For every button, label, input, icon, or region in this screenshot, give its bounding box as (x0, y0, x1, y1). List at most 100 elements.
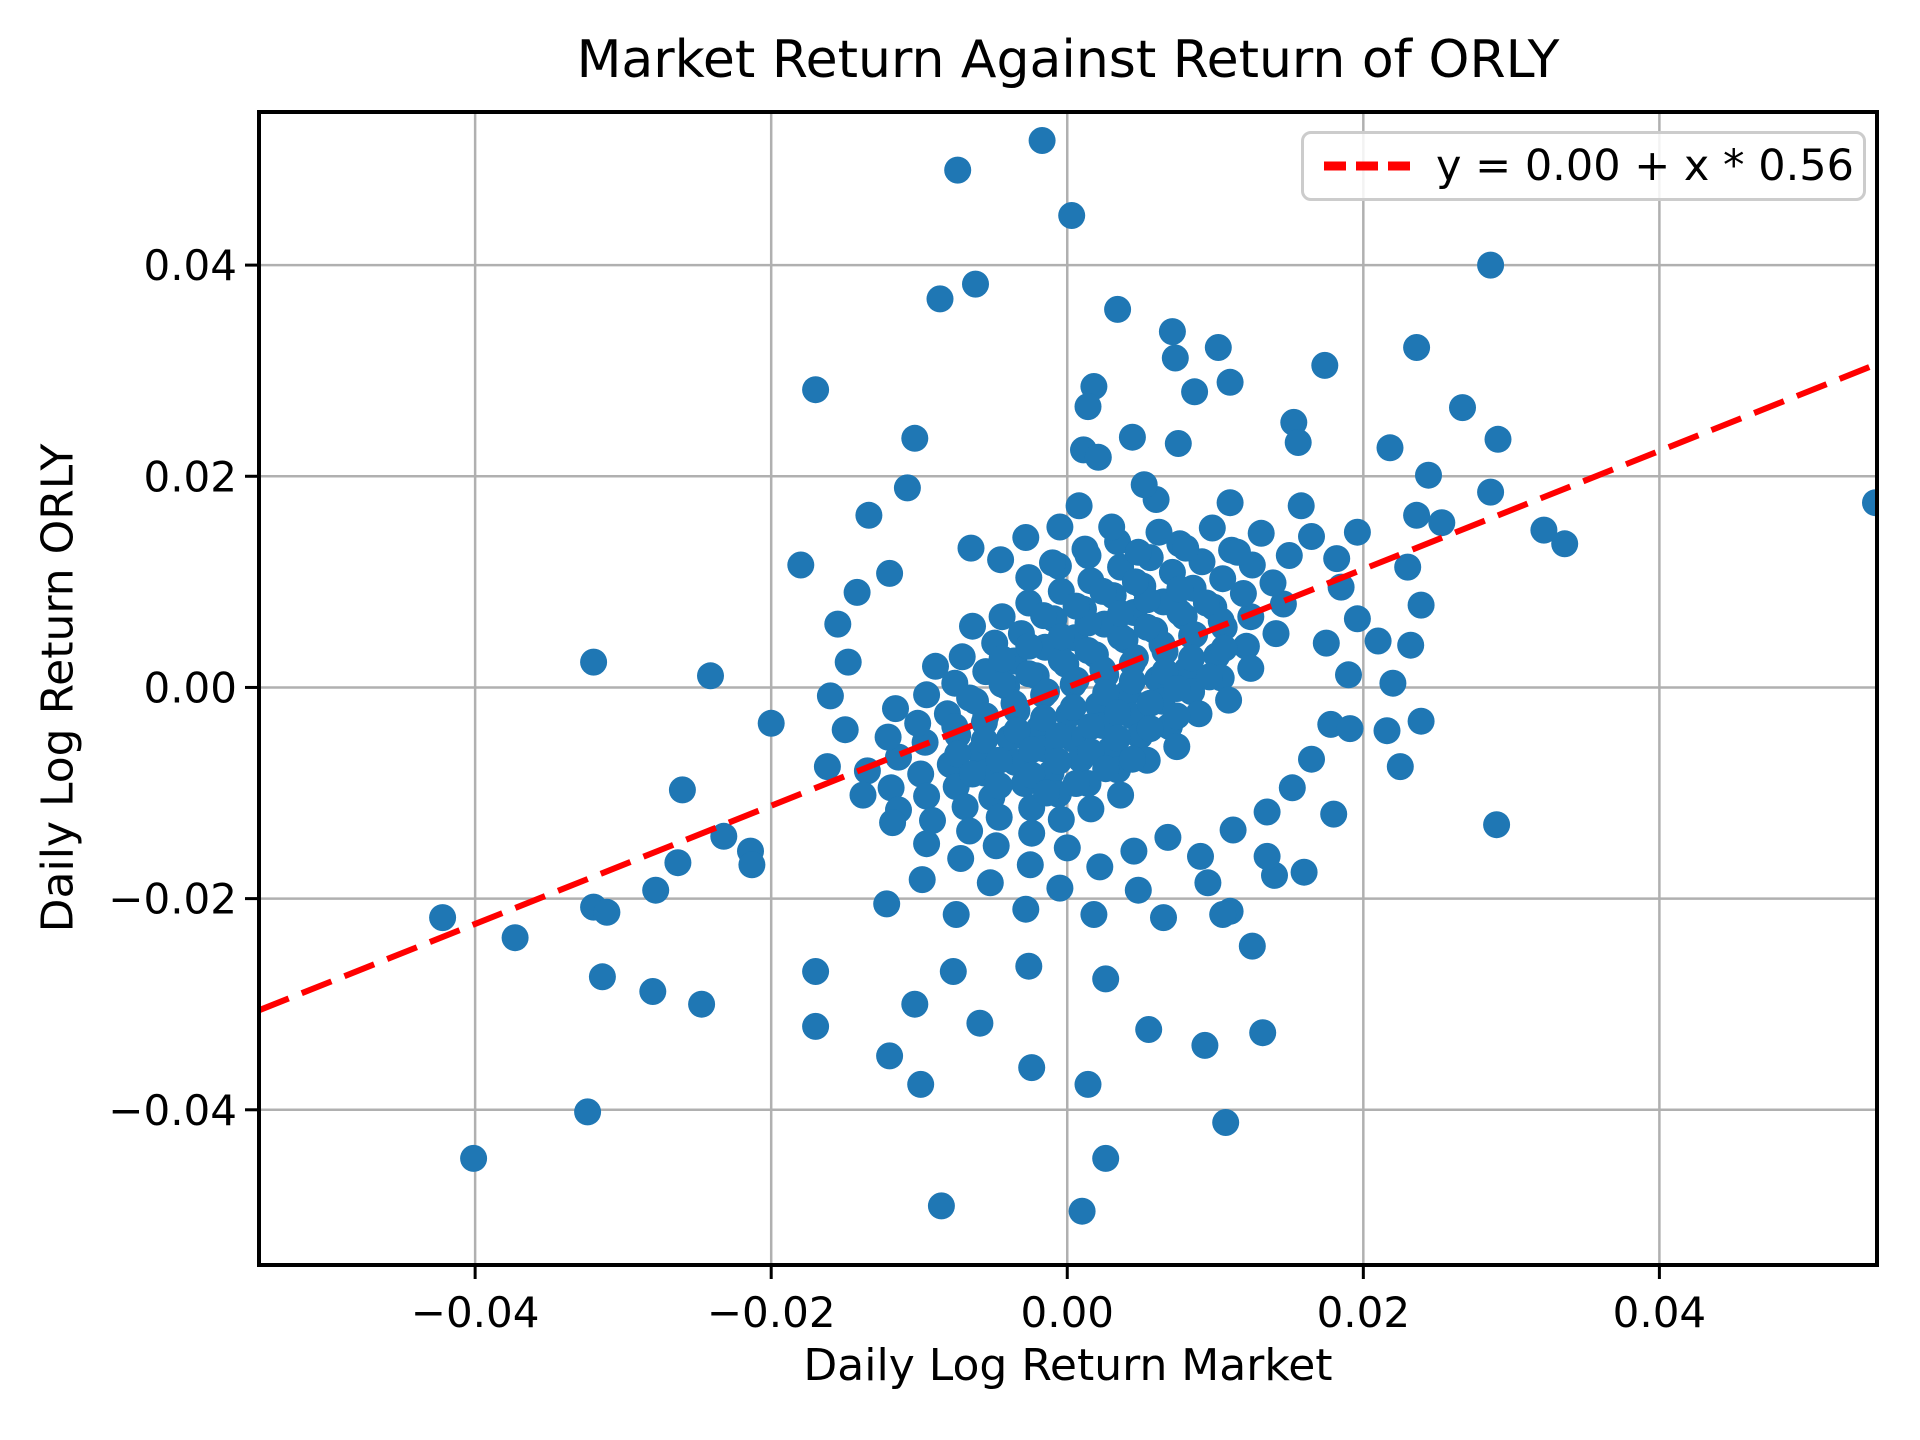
scatter-point (1163, 675, 1191, 702)
scatter-point (1047, 623, 1075, 651)
scatter-point (1044, 747, 1072, 775)
scatter-point (985, 746, 1013, 774)
scatter-point (1247, 519, 1275, 547)
scatter-point (787, 551, 815, 579)
chart-title: Market Return Against Return of ORLY (576, 30, 1560, 90)
scatter-point (988, 645, 1016, 673)
scatter-point (901, 990, 929, 1018)
scatter-point (1068, 1197, 1096, 1225)
scatter-point (1210, 634, 1238, 662)
scatter-point (1154, 823, 1182, 851)
scatter-point (901, 424, 929, 452)
scatter-point (987, 546, 1015, 574)
scatter-point (942, 901, 970, 928)
scatter-point (1323, 545, 1351, 573)
scatter-point (757, 709, 785, 737)
scatter-point (1275, 542, 1303, 569)
scatter-point (877, 774, 905, 802)
scatter-point (802, 1012, 830, 1040)
scatter-point (976, 869, 1004, 897)
scatter-point (1074, 393, 1102, 421)
scatter-point (1397, 631, 1425, 659)
scatter-point (1092, 965, 1120, 993)
scatter-point (738, 851, 766, 879)
scatter-point (1185, 700, 1213, 728)
scatter-point (1121, 568, 1149, 596)
scatter-point (593, 898, 621, 926)
y-axis-label: Daily Log Return ORLY (32, 443, 84, 933)
scatter-point (926, 285, 954, 313)
scatter-point (1449, 394, 1476, 422)
legend-label: y = 0.00 + x * 0.56 (1436, 141, 1854, 191)
scatter-point (1124, 538, 1152, 566)
scatter-point (1074, 1070, 1102, 1098)
scatter-point (1477, 251, 1505, 279)
x-tick-label: 0.02 (1317, 1288, 1411, 1337)
scatter-point (988, 670, 1016, 698)
scatter-point (1187, 842, 1214, 870)
scatter-point (1130, 471, 1158, 499)
scatter-point (1163, 702, 1191, 730)
scatter-point (962, 270, 989, 298)
scatter-point (1224, 538, 1251, 566)
scatter-point (1107, 600, 1135, 627)
scatter-point (1136, 689, 1164, 717)
scatter-point (588, 963, 616, 991)
scatter-point (1376, 434, 1404, 462)
scatter-point (1046, 874, 1074, 902)
scatter-point (1343, 605, 1371, 633)
scatter-point (1015, 660, 1043, 688)
scatter-point (816, 682, 844, 710)
scatter-point (834, 648, 862, 676)
scatter-point (1092, 1144, 1120, 1172)
scatter-point (1280, 408, 1308, 436)
scatter-point (1074, 637, 1102, 664)
scatter-point (1311, 351, 1339, 379)
scatter-point (1046, 513, 1074, 541)
scatter-point (1379, 669, 1407, 697)
y-tick-label: 0.04 (143, 241, 237, 290)
scatter-point (956, 817, 984, 845)
scatter-point (1158, 318, 1186, 346)
scatter-point (913, 782, 941, 810)
scatter-point (1373, 717, 1401, 745)
scatter-point (855, 501, 883, 529)
scatter-point (1065, 492, 1093, 520)
scatter-point (919, 807, 946, 834)
scatter-point (802, 958, 830, 985)
scatter-point (1028, 127, 1056, 154)
scatter-point (1018, 736, 1046, 764)
scatter-point (1238, 932, 1266, 960)
scatter-point (1058, 202, 1086, 229)
scatter-point (876, 1042, 904, 1070)
scatter-point (1077, 713, 1105, 740)
scatter-point (1118, 745, 1146, 773)
scatter-point (664, 849, 692, 877)
x-tick-label: −0.04 (411, 1288, 540, 1337)
scatter-point (939, 958, 967, 985)
scatter-point (1209, 565, 1237, 593)
scatter-point (1403, 334, 1431, 361)
scatter-point (1163, 733, 1191, 761)
scatter-point (1080, 901, 1108, 928)
scatter-point (1071, 535, 1099, 563)
scatter-point (959, 612, 986, 640)
scatter-point (893, 474, 921, 502)
scatter-point (1086, 853, 1114, 881)
scatter-point (876, 559, 904, 587)
scatter-point (1012, 895, 1040, 923)
scatter-point (1062, 592, 1090, 620)
y-tick-label: 0.02 (143, 452, 237, 501)
scatter-point (1135, 1016, 1163, 1043)
scatter-point (1428, 509, 1456, 537)
y-tick-label: 0.00 (143, 663, 237, 712)
scatter-point (1551, 530, 1579, 558)
scatter-point (1118, 423, 1146, 451)
scatter-point (1120, 837, 1148, 865)
scatter-point (802, 376, 830, 404)
scatter-point (1530, 516, 1558, 544)
regression-line (259, 361, 1877, 1014)
scatter-point (460, 1144, 488, 1172)
scatter-point (1477, 478, 1505, 506)
